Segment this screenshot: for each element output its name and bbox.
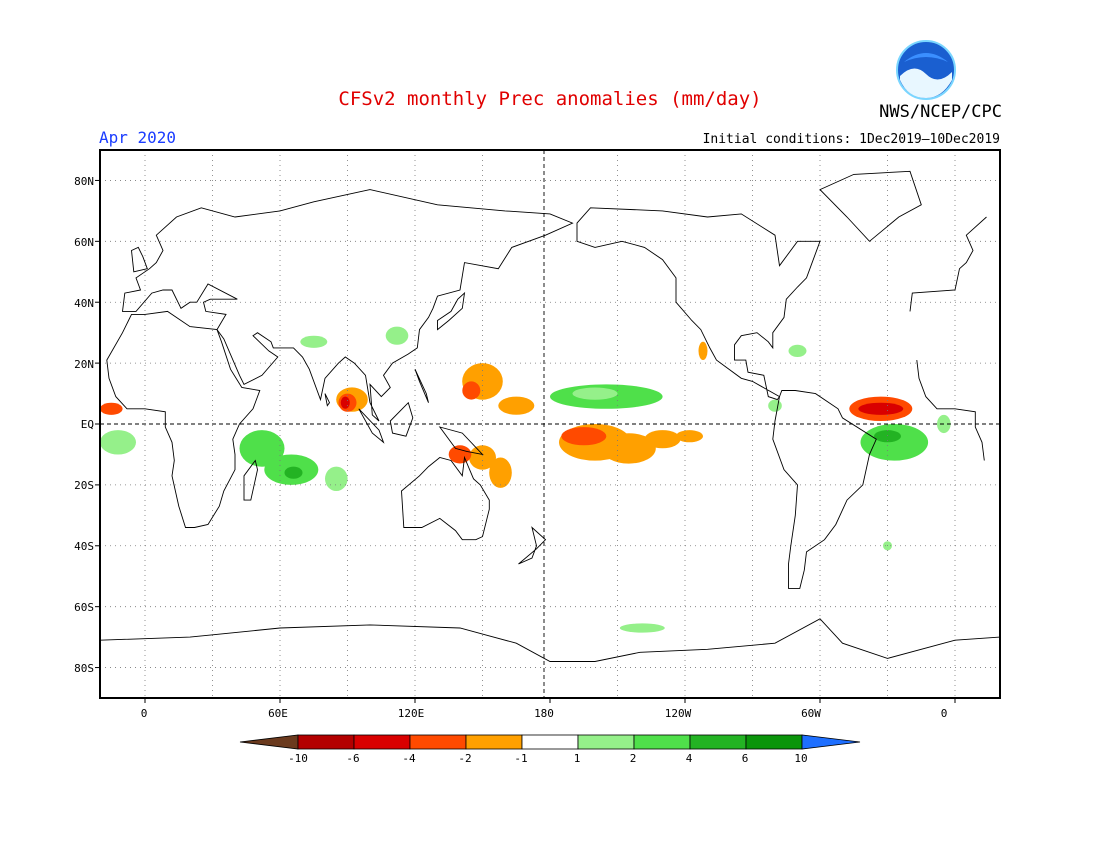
anomaly-region — [601, 433, 656, 464]
anomaly-region — [284, 466, 303, 479]
coast-new-zealand — [518, 526, 547, 565]
axis-ticks — [95, 179, 956, 703]
colorbar-segment — [745, 734, 803, 750]
anomaly-region — [860, 424, 929, 461]
anomaly-region — [572, 387, 618, 400]
anomaly-region — [340, 396, 350, 409]
colorbar-segment — [633, 734, 691, 750]
coast-madagascar — [243, 459, 258, 501]
anomaly-region — [561, 427, 607, 446]
lat-label: 40S — [74, 540, 94, 553]
colorbar-label: 10 — [794, 752, 808, 765]
grid-lines — [100, 150, 1000, 698]
lat-label: 80N — [74, 175, 94, 188]
coast-australia — [401, 455, 490, 541]
colorbar-segment — [409, 734, 467, 750]
colorbar-segment — [689, 734, 747, 750]
lat-label: 20S — [74, 479, 94, 492]
lat-label: 60N — [74, 236, 94, 249]
colorbar-segment — [353, 734, 411, 750]
coast-new-guinea — [438, 426, 484, 456]
anomaly-region — [644, 430, 681, 449]
anomaly-region — [300, 335, 328, 348]
lon-label: 60E — [268, 707, 288, 720]
colorbar-label: -1 — [514, 752, 528, 765]
colorbar-label: -2 — [458, 752, 472, 765]
colorbar-label: -4 — [402, 752, 416, 765]
coast-sri-lanka — [324, 393, 331, 407]
colorbar-label: 4 — [685, 752, 693, 765]
coast-uk — [131, 246, 148, 273]
anomaly-region — [698, 341, 708, 360]
coast-europe-west — [909, 216, 987, 312]
anomaly-region — [619, 623, 665, 633]
anomaly-region — [498, 396, 535, 415]
colorbar-segment — [465, 734, 523, 750]
lon-label: 120W — [664, 707, 692, 720]
lat-label: 20N — [74, 358, 94, 371]
anomaly-region — [448, 445, 472, 464]
anomaly-region — [469, 445, 496, 470]
lon-label: 0 — [140, 707, 148, 720]
coast-greenland — [819, 170, 922, 242]
colorbar-segment — [577, 734, 635, 750]
anomaly-region — [676, 430, 703, 443]
coast-borneo — [389, 401, 414, 437]
lat-label: 60S — [74, 601, 94, 614]
coast-antarctica — [100, 618, 1000, 662]
coast-africa — [106, 310, 261, 528]
anomaly-region — [100, 402, 123, 415]
colorbar-segment — [297, 734, 355, 750]
anomaly-region — [239, 430, 285, 467]
anomaly-region — [858, 402, 904, 415]
anomaly-shading — [100, 326, 951, 633]
coast-japan — [437, 291, 466, 331]
coast-africa-west — [916, 360, 985, 461]
initial-conditions: Initial conditions: 1Dec2019–10Dec2019 — [702, 132, 1000, 147]
colorbar-arrow-low — [239, 734, 299, 750]
coast-sumatra — [358, 408, 385, 444]
forecast-month: Apr 2020 — [99, 128, 177, 147]
coastlines — [100, 170, 1000, 662]
lon-label: 60W — [801, 707, 821, 720]
colorbar-label: -10 — [288, 752, 308, 765]
lon-label: 120E — [397, 707, 425, 720]
colorbar-arrow-high — [801, 734, 861, 750]
anomaly-region — [489, 457, 512, 488]
anomaly-region — [874, 430, 901, 443]
colorbar-label: 6 — [741, 752, 749, 765]
anomaly-region — [385, 326, 409, 345]
agency-label: NWS/NCEP/CPC — [879, 102, 1002, 122]
lat-label: EQ — [80, 418, 94, 431]
anomaly-region — [100, 430, 136, 455]
colorbar-label: 2 — [629, 752, 637, 765]
lon-label: 0 — [940, 707, 948, 720]
lon-label: 180 — [534, 707, 554, 720]
anomaly-region — [325, 466, 348, 491]
coast-philippines — [414, 369, 429, 403]
colorbar-segment — [521, 734, 579, 750]
noaa-logo-icon — [896, 40, 956, 100]
colorbar — [239, 734, 861, 750]
chart-title: CFSv2 monthly Prec anomalies (mm/day) — [338, 88, 762, 110]
anomaly-region — [768, 399, 782, 412]
colorbar-label: 1 — [573, 752, 581, 765]
anomaly-region — [462, 381, 481, 400]
anomaly-region — [788, 344, 807, 357]
colorbar-label: -6 — [346, 752, 360, 765]
coast-eurasia — [121, 189, 574, 422]
lat-label: 40N — [74, 297, 94, 310]
lat-label: 80S — [74, 662, 94, 675]
coast-north-america — [576, 207, 821, 401]
coast-south-america — [772, 390, 877, 589]
